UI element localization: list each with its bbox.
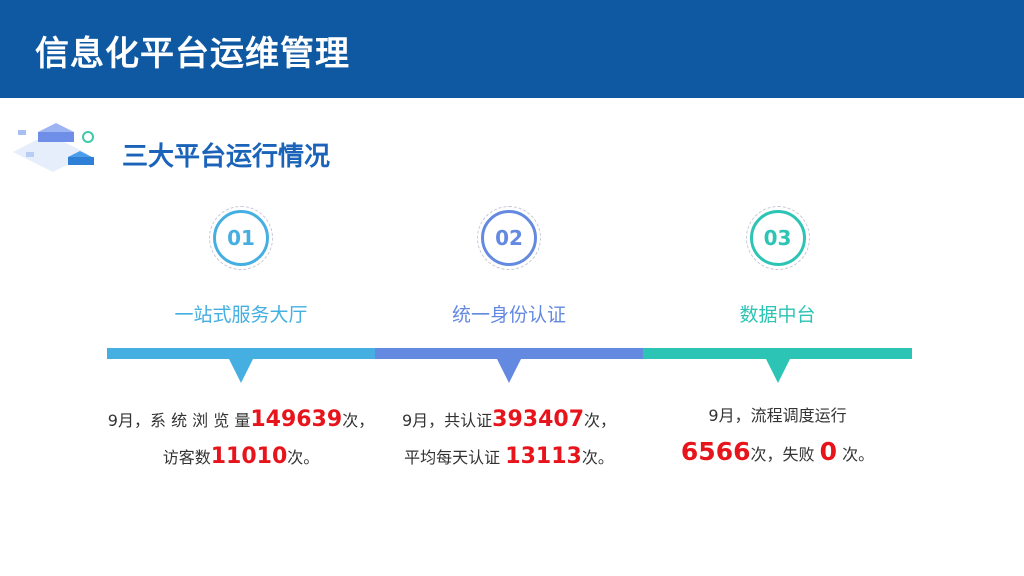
header-banner: 信息化平台运维管理 [0,0,1024,98]
timeline-segment [375,348,643,359]
stat-text: 次。 [837,445,875,464]
platform-stats: 9月，流程调度运行 6566次，失败 0 次。 [643,398,912,473]
step-number: 01 [213,210,269,266]
platform-name: 统一身份认证 [451,304,566,326]
stat-value: 11010 [210,444,288,469]
platform-name: 数据中台 [739,304,816,326]
stat-value: 6566 [680,437,751,466]
timeline-segment [107,348,375,359]
stat-value: 13113 [505,444,582,469]
stat-value: 393407 [492,407,585,432]
stat-text: 9月，共认证 [401,411,493,430]
platform-stats: 9月，系 统 浏 览 量149639次， 访客数11010次。 [107,402,375,476]
stat-value: 0 [819,437,837,466]
stat-text: 次。 [287,448,320,467]
stat-text: 访客数 [162,448,211,467]
stat-text: 9月，流程调度运行 [708,406,847,425]
stat-value: 149639 [250,407,343,432]
pointer-triangle-icon [497,359,521,383]
pointer-triangle-icon [765,359,790,383]
step-number: 02 [481,210,537,266]
step-badge: 01 [209,206,273,270]
platform-illustration-icon [13,123,94,172]
section-title: 三大平台运行情况 [122,142,331,172]
stat-text: 次。 [581,448,614,467]
step-badge: 02 [477,206,541,270]
stat-text: 9月，系 统 浏 览 量 [107,411,251,430]
pointer-triangle-icon [229,359,253,383]
step-badge: 03 [745,206,810,270]
step-number: 03 [749,210,806,266]
platform-name: 一站式服务大厅 [174,304,308,326]
timeline-segment [643,348,912,359]
page-title: 信息化平台运维管理 [35,34,350,74]
stat-text: 次，失败 [750,445,820,464]
platform-stats: 9月，共认证393407次， 平均每天认证 13113次。 [375,402,643,476]
stat-text: 平均每天认证 [404,448,506,467]
stat-text: 次， [584,411,617,430]
stat-text: 次， [342,411,375,430]
